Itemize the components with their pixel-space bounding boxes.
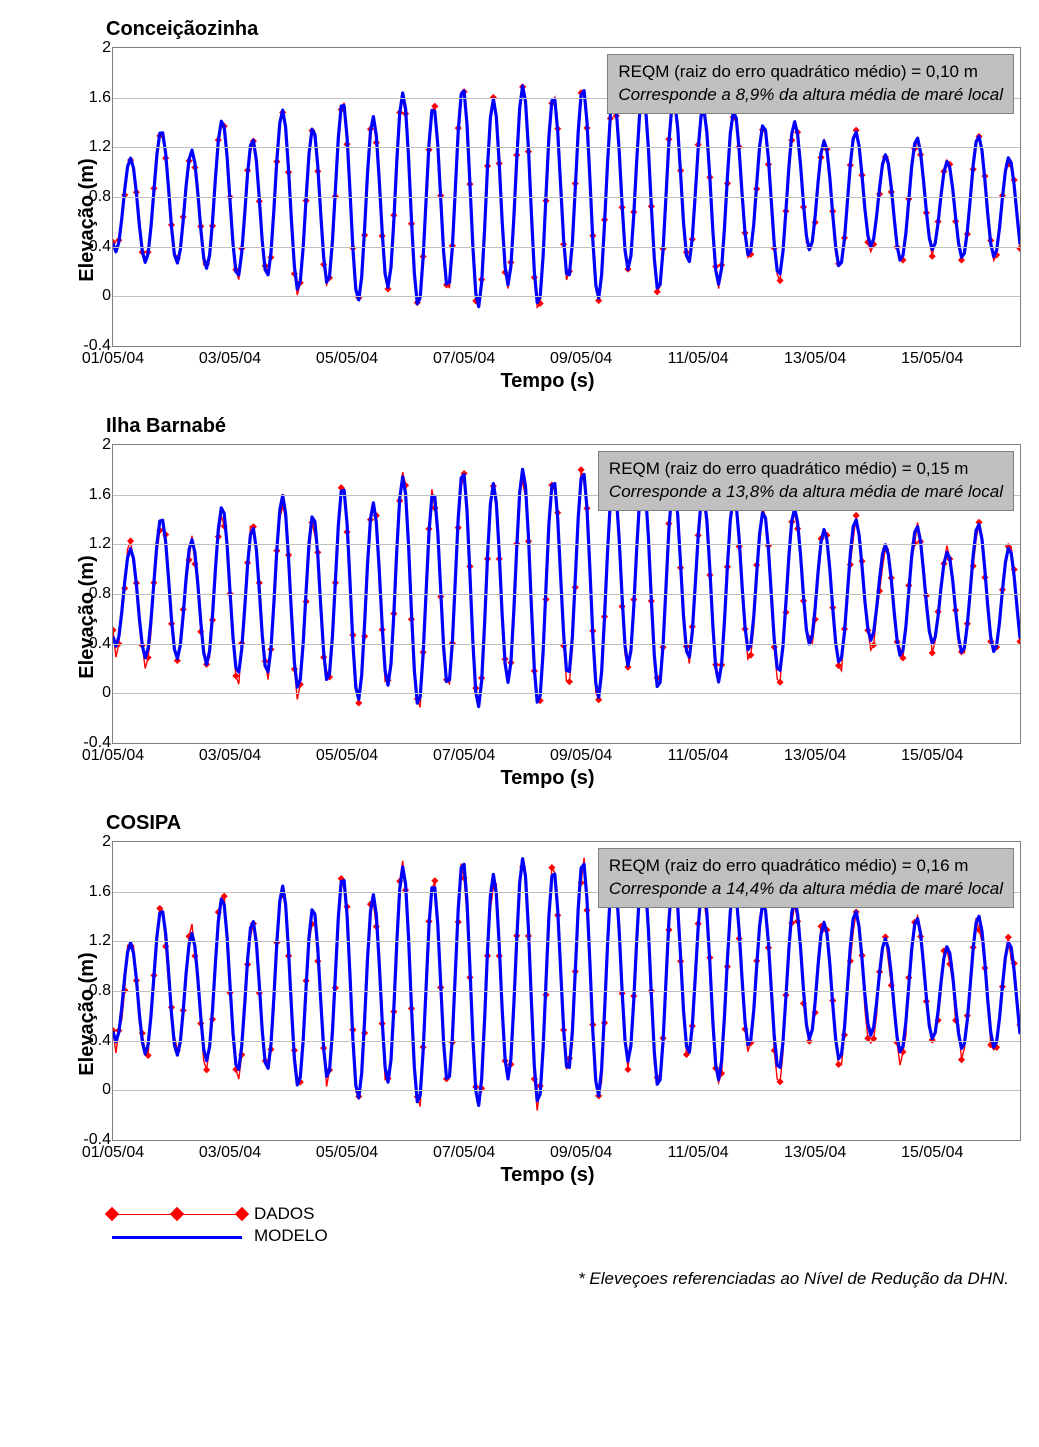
xtick-label: 15/05/04 bbox=[901, 350, 963, 368]
ytick-label: 2 bbox=[71, 833, 111, 851]
x-axis-label: Tempo (s) bbox=[74, 370, 1021, 393]
xtick-label: 13/05/04 bbox=[784, 747, 846, 765]
ytick-label: 0 bbox=[71, 287, 111, 305]
legend-item-modelo: MODELO bbox=[112, 1225, 1027, 1247]
annotation-box: REQM (raiz do erro quadrático médio) = 0… bbox=[598, 848, 1014, 908]
xtick-label: 05/05/04 bbox=[316, 350, 378, 368]
xtick-label: 05/05/04 bbox=[316, 747, 378, 765]
legend-swatch-modelo bbox=[112, 1229, 242, 1243]
ytick-label: 1.6 bbox=[71, 89, 111, 107]
xtick-label: 01/05/04 bbox=[82, 350, 144, 368]
panel-conceicaozinha: Conceiçãozinha Elevação (m) -0.400.40.81.2… bbox=[12, 18, 1027, 393]
plot-frame: Elevação (m) -0.400.40.81.21.6201/05/0403… bbox=[74, 47, 1027, 393]
xtick-label: 07/05/04 bbox=[433, 1144, 495, 1162]
xtick-label: 01/05/04 bbox=[82, 1144, 144, 1162]
ytick-label: 0.4 bbox=[71, 1032, 111, 1050]
gridline bbox=[113, 941, 1020, 942]
annotation-line1: REQM (raiz do erro quadrático médio) = 0… bbox=[618, 61, 1003, 84]
plot-frame: Elevação (m) -0.400.40.81.21.6201/05/0403… bbox=[74, 841, 1027, 1187]
xtick-label: 07/05/04 bbox=[433, 350, 495, 368]
legend: DADOS MODELO bbox=[112, 1203, 1027, 1247]
panel-cosipa: COSIPA Elevação (m) -0.400.40.81.21.6201/0… bbox=[12, 812, 1027, 1187]
gridline bbox=[113, 693, 1020, 694]
xtick-label: 09/05/04 bbox=[550, 747, 612, 765]
xtick-label: 03/05/04 bbox=[199, 1144, 261, 1162]
xtick-label: 03/05/04 bbox=[199, 350, 261, 368]
xtick-label: 01/05/04 bbox=[82, 747, 144, 765]
annotation-line2: Corresponde a 8,9% da altura média de ma… bbox=[618, 84, 1003, 107]
ytick-label: 1.2 bbox=[71, 932, 111, 950]
gridline bbox=[113, 296, 1020, 297]
figure-footer: DADOS MODELO * Eleveçoes referenciadas a… bbox=[12, 1203, 1027, 1253]
annotation-line1: REQM (raiz do erro quadrático médio) = 0… bbox=[609, 855, 1003, 878]
xtick-label: 11/05/04 bbox=[668, 350, 729, 368]
annotation-box: REQM (raiz do erro quadrático médio) = 0… bbox=[607, 54, 1014, 114]
x-axis-label: Tempo (s) bbox=[74, 1164, 1021, 1187]
xtick-label: 05/05/04 bbox=[316, 1144, 378, 1162]
xtick-label: 09/05/04 bbox=[550, 350, 612, 368]
xtick-label: 13/05/04 bbox=[784, 350, 846, 368]
gridline bbox=[113, 1090, 1020, 1091]
panel-title: COSIPA bbox=[106, 812, 1027, 835]
legend-label-modelo: MODELO bbox=[254, 1226, 328, 1246]
ytick-label: 0.8 bbox=[71, 585, 111, 603]
y-axis-label: Elevação (m) bbox=[76, 952, 99, 1075]
ytick-label: 0 bbox=[71, 1081, 111, 1099]
figure: Conceiçãozinha Elevação (m) -0.400.40.81.2… bbox=[0, 0, 1039, 1263]
panels-host: Conceiçãozinha Elevação (m) -0.400.40.81.2… bbox=[12, 18, 1027, 1187]
plot-area: -0.400.40.81.21.6201/05/0403/05/0405/05/… bbox=[112, 444, 1021, 744]
annotation-line2: Corresponde a 14,4% da altura média de m… bbox=[609, 878, 1003, 901]
xtick-label: 09/05/04 bbox=[550, 1144, 612, 1162]
gridline bbox=[113, 544, 1020, 545]
ytick-label: 1.2 bbox=[71, 535, 111, 553]
xtick-label: 15/05/04 bbox=[901, 1144, 963, 1162]
gridline bbox=[113, 991, 1020, 992]
xtick-label: 03/05/04 bbox=[199, 747, 261, 765]
ytick-label: 0.4 bbox=[71, 635, 111, 653]
plot-frame: Elevação (m) -0.400.40.81.21.6201/05/0403… bbox=[74, 444, 1027, 790]
y-axis-label: Elevação (m) bbox=[76, 158, 99, 281]
annotation-box: REQM (raiz do erro quadrático médio) = 0… bbox=[598, 451, 1014, 511]
xtick-label: 13/05/04 bbox=[784, 1144, 846, 1162]
legend-label-dados: DADOS bbox=[254, 1204, 314, 1224]
gridline bbox=[113, 644, 1020, 645]
xtick-label: 07/05/04 bbox=[433, 747, 495, 765]
plot-area: -0.400.40.81.21.6201/05/0403/05/0405/05/… bbox=[112, 47, 1021, 347]
gridline bbox=[113, 247, 1020, 248]
ytick-label: 0.4 bbox=[71, 238, 111, 256]
gridline bbox=[113, 147, 1020, 148]
ytick-label: 2 bbox=[71, 39, 111, 57]
y-axis-label: Elevação (m) bbox=[76, 555, 99, 678]
annotation-line2: Corresponde a 13,8% da altura média de m… bbox=[609, 481, 1003, 504]
xtick-label: 11/05/04 bbox=[668, 1144, 729, 1162]
footnote-text: * Eleveçoes referenciadas ao Nível de Re… bbox=[578, 1269, 1009, 1289]
legend-swatch-dados bbox=[112, 1207, 242, 1221]
xtick-label: 15/05/04 bbox=[901, 747, 963, 765]
gridline bbox=[113, 594, 1020, 595]
xtick-label: 11/05/04 bbox=[668, 747, 729, 765]
panel-title: Ilha Barnabé bbox=[106, 415, 1027, 438]
ytick-label: 0.8 bbox=[71, 982, 111, 1000]
ytick-label: 1.6 bbox=[71, 883, 111, 901]
panel-title: Conceiçãozinha bbox=[106, 18, 1027, 41]
ytick-label: 1.2 bbox=[71, 138, 111, 156]
ytick-label: 0.8 bbox=[71, 188, 111, 206]
x-axis-label: Tempo (s) bbox=[74, 767, 1021, 790]
ytick-label: 2 bbox=[71, 436, 111, 454]
ytick-label: 0 bbox=[71, 684, 111, 702]
legend-item-dados: DADOS bbox=[112, 1203, 1027, 1225]
gridline bbox=[113, 1041, 1020, 1042]
annotation-line1: REQM (raiz do erro quadrático médio) = 0… bbox=[609, 458, 1003, 481]
plot-area: -0.400.40.81.21.6201/05/0403/05/0405/05/… bbox=[112, 841, 1021, 1141]
panel-ilha-barnabe: Ilha Barnabé Elevação (m) -0.400.40.81.21.… bbox=[12, 415, 1027, 790]
gridline bbox=[113, 197, 1020, 198]
ytick-label: 1.6 bbox=[71, 486, 111, 504]
